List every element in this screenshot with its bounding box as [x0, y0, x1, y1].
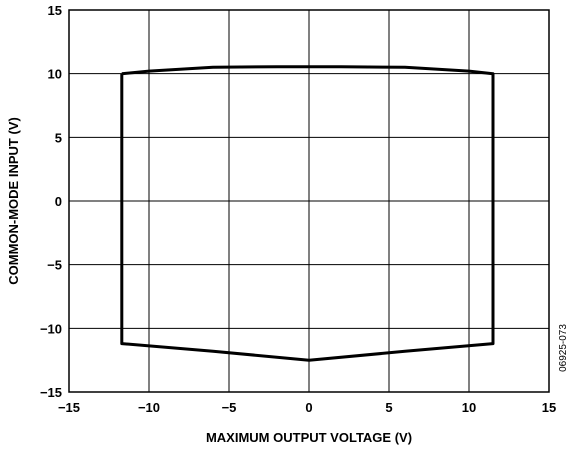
x-tick-label: −5: [222, 400, 237, 415]
x-tick-label: 15: [542, 400, 556, 415]
y-tick-label: −15: [40, 385, 62, 400]
x-tick-labels: −15 −10 −5 0 5 10 15: [58, 400, 556, 415]
y-tick-label: 5: [55, 130, 62, 145]
y-tick-label: −10: [40, 321, 62, 336]
series-group: [120, 65, 495, 362]
y-tick-labels: −15 −10 −5 0 5 10 15: [40, 3, 62, 400]
x-tick-label: 0: [305, 400, 312, 415]
x-tick-label: −15: [58, 400, 80, 415]
y-tick-label: 0: [55, 194, 62, 209]
figure-id: 06925-073: [558, 324, 569, 372]
y-tick-label: 15: [48, 3, 62, 18]
y-axis-label: COMMON-MODE INPUT (V): [6, 117, 21, 285]
y-tick-label: −5: [47, 258, 62, 273]
plot-frame: [68, 9, 550, 393]
x-axis-label: MAXIMUM OUTPUT VOLTAGE (V): [206, 430, 412, 445]
series-line: [120, 65, 495, 362]
x-tick-label: −10: [138, 400, 160, 415]
x-tick-label: 10: [462, 400, 476, 415]
grid: [69, 10, 549, 392]
y-tick-label: 10: [48, 67, 62, 82]
x-tick-label: 5: [385, 400, 392, 415]
